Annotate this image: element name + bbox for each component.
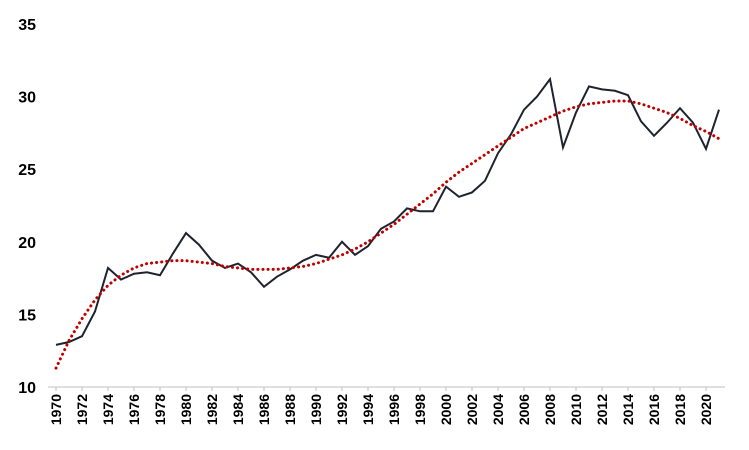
x-tick-label: 2014 [620, 394, 636, 425]
x-tick-label: 1970 [48, 394, 64, 425]
y-tick-label: 30 [18, 90, 36, 107]
x-tick-label: 1998 [412, 394, 428, 425]
chart-series [54, 76, 721, 370]
x-tick-label: 1982 [204, 394, 220, 425]
x-tick-label: 2016 [646, 394, 662, 425]
x-tick-label: 2000 [438, 394, 454, 425]
x-tick-label: 2002 [464, 394, 480, 425]
x-tick-label: 1990 [308, 394, 324, 425]
data-line-series [55, 76, 720, 346]
x-tick-label: 1972 [74, 394, 90, 425]
y-tick-label: 20 [18, 235, 36, 252]
y-tick-label: 35 [18, 17, 36, 34]
x-tick-label: 2004 [490, 394, 506, 425]
x-tick-label: 1974 [100, 394, 116, 425]
y-tick-label: 25 [18, 162, 36, 179]
x-tick-label: 1984 [230, 394, 246, 425]
x-tick-label: 2008 [542, 394, 558, 425]
x-tick-label: 2012 [594, 394, 610, 425]
trend-line-series [54, 99, 721, 370]
x-axis-tick-labels: 1970 1972 1974 1976 1978 1980 1982 1984 1986 1988… [48, 387, 714, 425]
x-tick-label: 1976 [126, 394, 142, 425]
x-tick-label: 2010 [568, 394, 584, 425]
x-tick-label: 1978 [152, 394, 168, 425]
y-tick-label: 10 [18, 380, 36, 397]
y-tick-label: 15 [18, 307, 36, 324]
x-tick-label: 1988 [282, 394, 298, 425]
x-tick-label: 1980 [178, 394, 194, 425]
x-tick-label: 2018 [672, 394, 688, 425]
x-tick-label: 1986 [256, 394, 272, 425]
x-tick-label: 1996 [386, 394, 402, 425]
x-tick-label: 1992 [334, 394, 350, 425]
y-axis-tick-labels: 10 15 20 25 30 35 [18, 17, 36, 397]
x-tick-label: 1994 [360, 394, 376, 425]
x-tick-label: 2006 [516, 394, 532, 425]
x-tick-label: 2020 [698, 394, 714, 425]
